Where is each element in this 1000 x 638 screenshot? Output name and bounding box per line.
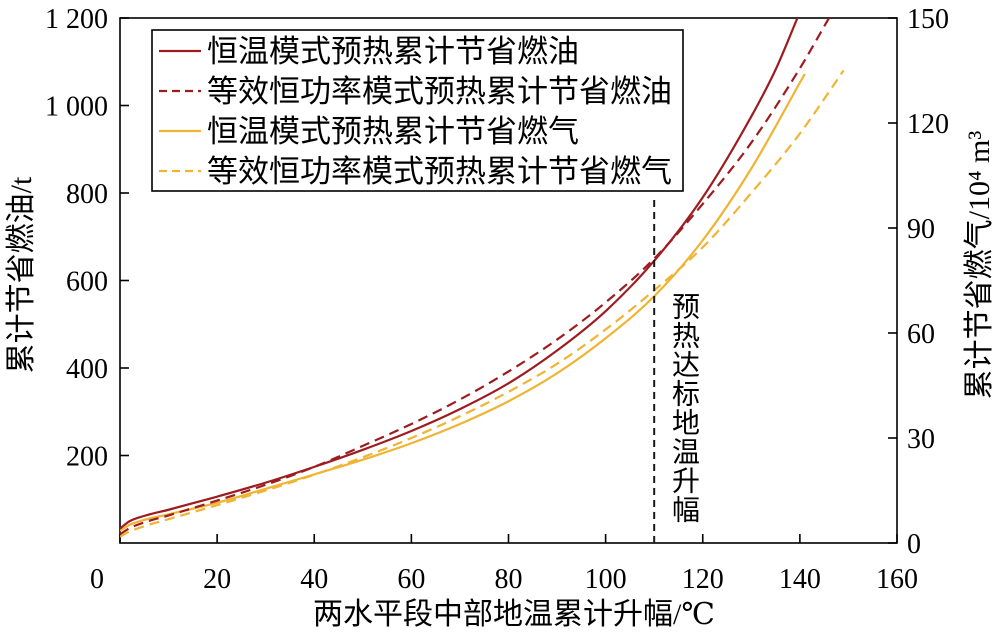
y-axis-title: 累计节省燃油/t (5, 176, 38, 373)
x-tick-label: 160 (876, 564, 918, 595)
y-tick-label: 1 200 (45, 4, 108, 35)
x-tick-label: 120 (682, 564, 724, 595)
y2-tick-label: 120 (907, 109, 949, 140)
series-line-1 (120, 18, 830, 536)
legend-label-1: 等效恒功率模式预热累计节省燃油 (207, 74, 672, 109)
legend-box (151, 29, 684, 192)
y2-tick-label: 30 (907, 424, 935, 455)
series-line-2 (120, 73, 806, 532)
x-tick-label: 0 (90, 564, 104, 595)
x-tick-label: 140 (779, 564, 821, 595)
series-line-3 (120, 69, 845, 538)
series-layer (120, 18, 845, 538)
y-tick-label: 800 (66, 179, 108, 210)
y2-tick-label: 60 (907, 319, 935, 350)
x-axis-title: 两水平段中部地温累计升幅/℃ (313, 598, 715, 631)
y2-tick-label: 150 (907, 4, 949, 35)
legend-label-0: 恒温模式预热累计节省燃油 (207, 34, 579, 69)
y-tick-label: 600 (66, 267, 108, 298)
y2-tick-label: 0 (907, 529, 921, 560)
series-line-0 (120, 18, 799, 530)
y-tick-label: 400 (66, 354, 108, 385)
x-tick-label: 80 (495, 564, 523, 595)
x-tick-label: 40 (300, 564, 328, 595)
y2-tick-label: 90 (907, 214, 935, 245)
x-tick-label: 60 (397, 564, 425, 595)
legend-label-2: 恒温模式预热累计节省燃气 (207, 114, 579, 149)
legend-label-3: 等效恒功率模式预热累计节省燃气 (207, 154, 672, 189)
y-tick-label: 200 (66, 442, 108, 473)
x-tick-label: 20 (203, 564, 231, 595)
annotation-text: 预热达标地温升幅 (668, 292, 699, 524)
x-tick-label: 100 (585, 564, 627, 595)
y-tick-label: 1 000 (45, 92, 108, 123)
y2-axis-title: 累计节省燃气/10⁴ m³ (963, 131, 996, 400)
legend: 恒温模式预热累计节省燃油等效恒功率模式预热累计节省燃油恒温模式预热累计节省燃气等… (151, 29, 684, 192)
